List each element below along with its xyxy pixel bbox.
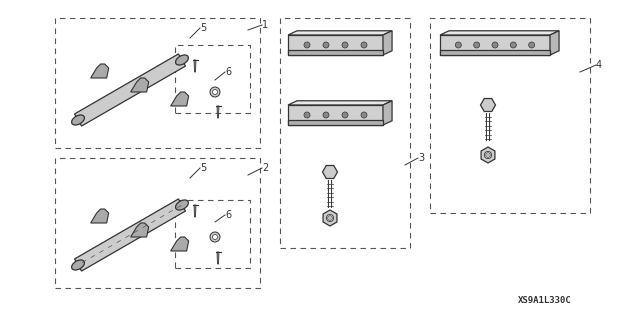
Polygon shape xyxy=(288,120,383,125)
Circle shape xyxy=(342,42,348,48)
Polygon shape xyxy=(440,50,550,55)
Ellipse shape xyxy=(175,200,188,210)
Circle shape xyxy=(212,90,218,94)
Polygon shape xyxy=(440,31,559,35)
Circle shape xyxy=(361,42,367,48)
Polygon shape xyxy=(288,50,383,55)
Text: 1: 1 xyxy=(262,20,268,30)
Circle shape xyxy=(484,152,492,159)
Polygon shape xyxy=(288,31,392,35)
Circle shape xyxy=(361,112,367,118)
Text: 4: 4 xyxy=(596,60,602,70)
Circle shape xyxy=(212,234,218,240)
Polygon shape xyxy=(171,237,189,251)
Polygon shape xyxy=(550,31,559,55)
Circle shape xyxy=(510,42,516,48)
Polygon shape xyxy=(194,60,196,72)
Ellipse shape xyxy=(72,260,84,270)
Bar xyxy=(55,18,260,148)
Text: 5: 5 xyxy=(200,23,206,33)
Circle shape xyxy=(483,100,493,109)
Polygon shape xyxy=(91,64,109,78)
Text: 5: 5 xyxy=(200,163,206,173)
Circle shape xyxy=(474,42,479,48)
Polygon shape xyxy=(481,147,495,163)
Circle shape xyxy=(326,167,335,176)
Circle shape xyxy=(455,42,461,48)
Polygon shape xyxy=(288,35,383,55)
Circle shape xyxy=(210,232,220,242)
Circle shape xyxy=(486,152,490,157)
Circle shape xyxy=(210,87,220,97)
Polygon shape xyxy=(74,199,186,271)
Polygon shape xyxy=(323,210,337,226)
Circle shape xyxy=(529,42,534,48)
Polygon shape xyxy=(288,101,392,105)
Polygon shape xyxy=(217,252,219,264)
Ellipse shape xyxy=(175,55,188,65)
Polygon shape xyxy=(383,101,392,125)
Text: XS9A1L330C: XS9A1L330C xyxy=(518,296,572,305)
Polygon shape xyxy=(131,78,148,92)
Polygon shape xyxy=(131,223,148,237)
Text: 3: 3 xyxy=(418,153,424,163)
Text: 6: 6 xyxy=(225,67,231,77)
Bar xyxy=(175,45,250,113)
Polygon shape xyxy=(194,205,196,217)
Polygon shape xyxy=(440,35,550,55)
Circle shape xyxy=(326,214,333,222)
Circle shape xyxy=(323,112,329,118)
Polygon shape xyxy=(383,31,392,55)
Bar xyxy=(175,200,250,268)
Ellipse shape xyxy=(72,115,84,125)
Text: 2: 2 xyxy=(262,163,268,173)
Polygon shape xyxy=(74,54,186,126)
Bar xyxy=(55,158,260,288)
Text: 6: 6 xyxy=(225,210,231,220)
Polygon shape xyxy=(171,92,189,106)
Circle shape xyxy=(328,216,332,220)
Circle shape xyxy=(304,112,310,118)
Circle shape xyxy=(342,112,348,118)
Circle shape xyxy=(492,42,498,48)
Circle shape xyxy=(304,42,310,48)
Polygon shape xyxy=(323,166,337,179)
Bar xyxy=(430,18,590,213)
Polygon shape xyxy=(288,105,383,125)
Bar xyxy=(280,18,410,248)
Polygon shape xyxy=(91,209,109,223)
Polygon shape xyxy=(481,99,495,112)
Circle shape xyxy=(323,42,329,48)
Polygon shape xyxy=(217,106,219,118)
